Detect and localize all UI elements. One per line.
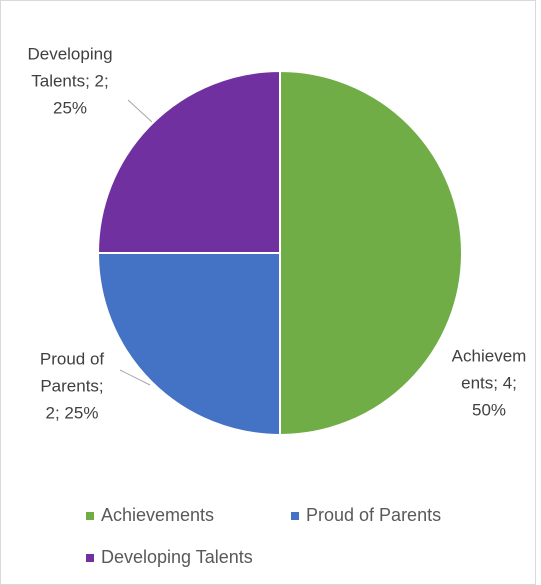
data-label: Developing: [27, 44, 112, 63]
legend-swatch: [291, 512, 299, 520]
data-label: 2; 25%: [46, 403, 99, 422]
data-label: Achievem: [452, 346, 527, 365]
data-label: ents; 4;: [461, 373, 517, 392]
legend-label: Proud of Parents: [306, 505, 441, 525]
pie-slice: [279, 69, 463, 437]
data-label: Parents;: [40, 376, 103, 395]
pie-slice: [96, 69, 281, 254]
data-label: 25%: [53, 98, 87, 117]
data-label: 50%: [472, 400, 506, 419]
legend-swatch: [86, 554, 94, 562]
leader-line: [119, 369, 151, 386]
data-label: Talents; 2;: [31, 71, 109, 90]
legend-label: Achievements: [101, 505, 214, 525]
data-label: Proud of: [40, 349, 105, 368]
pie: [96, 69, 463, 437]
legend-label: Developing Talents: [101, 547, 253, 567]
pie-slice: [96, 252, 281, 437]
legend-swatch: [86, 512, 94, 520]
leader-line: [127, 99, 153, 123]
